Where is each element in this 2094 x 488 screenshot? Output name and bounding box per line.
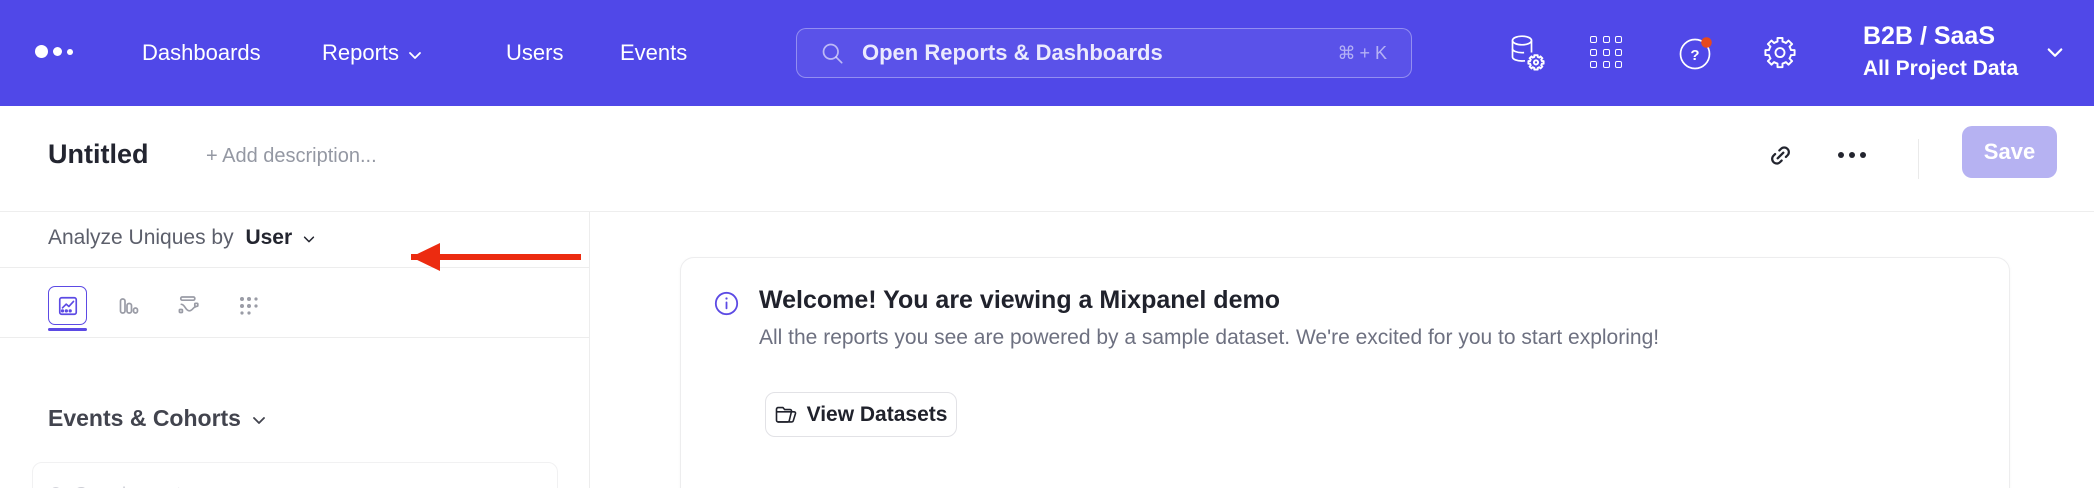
svg-text:?: ? [1690,47,1699,64]
